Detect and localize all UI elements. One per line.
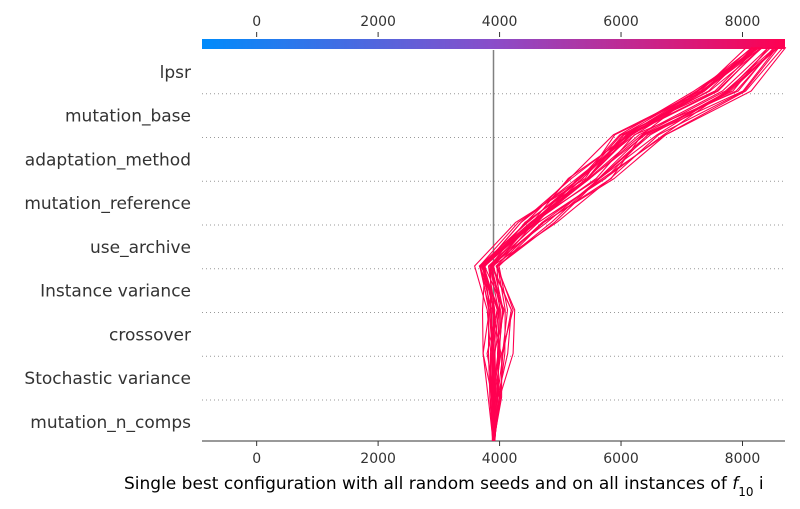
feature-label-mutation_n_comps: mutation_n_comps <box>30 413 191 433</box>
colorbar <box>202 39 785 49</box>
decision-line <box>479 46 758 442</box>
decision-line <box>491 46 780 442</box>
feature-label-use_archive: use_archive <box>90 238 191 258</box>
decision-line <box>483 46 754 442</box>
decision-line <box>493 46 787 442</box>
top-tick-label: 8000 <box>725 14 761 30</box>
decision-line <box>493 46 784 442</box>
feature-label-lpsr: lpsr <box>160 63 191 83</box>
x-axis-label-math: f <box>732 474 741 494</box>
x-axis-label: Single best configuration with all rando… <box>124 474 764 499</box>
bottom-tick-label: 8000 <box>725 451 761 467</box>
top-tick-label: 4000 <box>482 14 518 30</box>
decision-line <box>487 46 769 442</box>
bottom-tick-label: 6000 <box>603 451 639 467</box>
feature-label-mutation_base: mutation_base <box>65 107 191 127</box>
bottom-tick-label: 4000 <box>482 451 518 467</box>
feature-labels: lpsr mutation_base adaptation_methodmutati… <box>24 63 191 433</box>
decision-line <box>490 46 778 442</box>
bottom-tick-label: 0 <box>252 451 261 467</box>
feature-label-mutation_reference: mutation_reference <box>24 194 191 214</box>
x-axis-label-math-sub: 10 <box>738 485 753 499</box>
top-axis-ticks: 0 2000 4000 6000 8000 <box>252 14 760 37</box>
decision-line <box>493 46 779 442</box>
decision-line <box>490 46 772 442</box>
x-axis-label-text: Single best configuration with all rando… <box>124 474 732 494</box>
decision-line <box>489 46 762 442</box>
top-tick-label: 6000 <box>603 14 639 30</box>
decision-lines <box>474 46 787 442</box>
x-axis-label-tail: i <box>754 474 764 494</box>
decision-line <box>493 46 776 442</box>
decision-line <box>489 46 779 442</box>
decision-line <box>493 46 778 442</box>
feature-label-adaptation_method: adaptation_method <box>25 150 191 170</box>
top-tick-label: 2000 <box>360 14 396 30</box>
top-tick-label: 0 <box>252 14 261 30</box>
bottom-axis: 0 2000 4000 6000 8000 <box>202 440 785 467</box>
decision-line <box>490 46 776 442</box>
decision-line <box>481 46 747 442</box>
bottom-tick-label: 2000 <box>360 451 396 467</box>
feature-label-instance-variance: Instance variance <box>40 282 191 302</box>
feature-label-stochastic-variance: Stochastic variance <box>24 369 191 389</box>
decision-line <box>492 46 775 442</box>
feature-label-crossover: crossover <box>109 325 191 345</box>
decision-line <box>481 46 753 442</box>
